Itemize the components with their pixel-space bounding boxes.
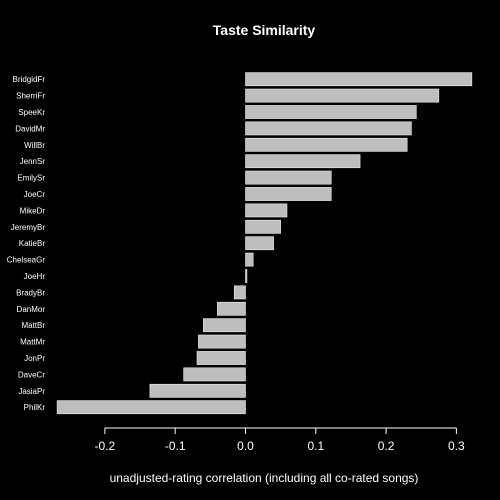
bar-DaveCr xyxy=(183,367,246,382)
category-label: PhilKr xyxy=(24,403,46,412)
category-label: EmilySr xyxy=(17,174,45,183)
bar-JoeHr xyxy=(245,269,248,283)
category-label: MikeDr xyxy=(20,206,46,215)
bar-MattBr xyxy=(203,318,246,333)
category-label: JoeCr xyxy=(24,190,46,199)
category-label: BradyBr xyxy=(16,288,45,297)
category-label: DanMor xyxy=(17,305,46,314)
category-label: KatieBr xyxy=(19,239,46,248)
bar-JasiaPr xyxy=(149,383,246,398)
category-label: JennSr xyxy=(20,157,46,166)
bar-JeremyBr xyxy=(245,219,281,234)
category-label: DavidMr xyxy=(15,124,45,133)
category-label: MattBr xyxy=(21,321,45,330)
category-label: SpeeKr xyxy=(18,108,45,117)
x-tick-label: -0.1 xyxy=(165,439,186,453)
category-label: SherriFr xyxy=(16,92,45,101)
category-label: BridgidFr xyxy=(13,75,46,84)
bar-PhilKr xyxy=(56,400,246,415)
bar-WillBr xyxy=(245,137,408,152)
category-label: ChelseaGr xyxy=(7,256,46,265)
bar-JonPr xyxy=(196,351,246,365)
category-label: WillBr xyxy=(24,141,45,150)
bar-ChelseaGr xyxy=(245,252,254,267)
bar-BradyBr xyxy=(233,285,246,300)
x-tick-label: -0.2 xyxy=(95,439,116,453)
x-tick-label: 0.0 xyxy=(237,439,254,453)
x-tick-label: 0.3 xyxy=(448,439,465,453)
bar-DanMor xyxy=(217,301,246,316)
bar-DavidMr xyxy=(245,121,412,136)
bar-BridgidFr xyxy=(245,72,473,87)
x-tick-label: 0.2 xyxy=(378,439,395,453)
x-ticks: -0.2 -0.1 0.0 0.1 0.2 0.3 xyxy=(95,428,465,453)
chart-title: Taste Similarity xyxy=(213,22,316,38)
category-labels: BridgidFr SherriFr SpeeKr DavidMr WillBr Jenn… xyxy=(7,75,46,412)
bars-group xyxy=(56,72,473,415)
category-label: JoeHr xyxy=(24,272,46,281)
bar-MattMr xyxy=(198,334,246,349)
bar-EmilySr xyxy=(245,170,332,185)
x-axis-label: unadjusted-rating correlation (including… xyxy=(110,471,419,485)
bar-SpeeKr xyxy=(245,105,417,119)
bar-MikeDr xyxy=(245,203,288,218)
category-label: JeremyBr xyxy=(11,223,46,232)
bar-JennSr xyxy=(245,154,361,169)
bar-JoeCr xyxy=(245,187,332,201)
category-label: MattMr xyxy=(20,338,45,347)
x-tick-label: 0.1 xyxy=(307,439,324,453)
category-label: DaveCr xyxy=(18,370,45,379)
bar-KatieBr xyxy=(245,236,274,251)
category-label: JonPr xyxy=(24,354,45,363)
bar-SherriFr xyxy=(245,88,440,103)
category-label: JasiaPr xyxy=(18,387,45,396)
